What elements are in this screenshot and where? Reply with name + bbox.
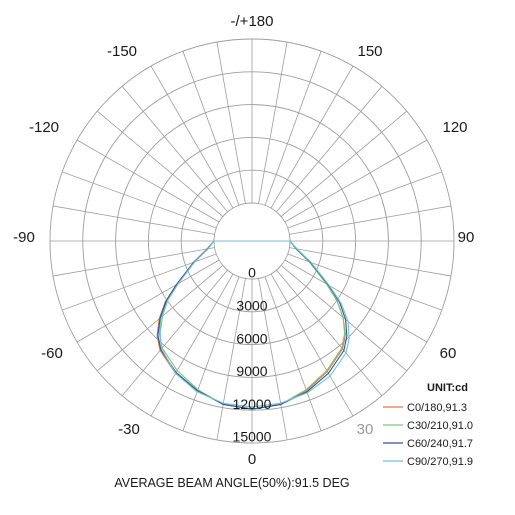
spoke-line — [121, 86, 228, 213]
intensity-curves — [156, 240, 350, 410]
radial-tick-label: 3000 — [236, 298, 267, 314]
spoke-line — [97, 110, 224, 217]
angle-label: 90 — [458, 229, 475, 246]
angle-label: -90 — [13, 229, 35, 246]
grid-ring — [82, 71, 422, 411]
spoke-line — [216, 41, 246, 204]
spoke-line — [287, 253, 442, 311]
grid-ring — [49, 38, 455, 444]
spoke-line — [276, 86, 383, 213]
spoke-line — [270, 273, 354, 417]
angle-label: -120 — [29, 119, 59, 136]
spoke-line — [62, 253, 217, 311]
series-curve — [159, 240, 350, 408]
radial-labels: 0 3000 6000 9000 12000 15000 — [233, 265, 272, 445]
legend-label: C90/270,91.9 — [407, 456, 473, 468]
spoke-line — [289, 247, 452, 277]
spoke-line — [289, 205, 452, 235]
grid-ring — [180, 169, 324, 313]
spoke-line — [280, 265, 407, 372]
spoke-line — [264, 276, 322, 431]
spoke-line — [52, 247, 215, 277]
spoke-line — [62, 171, 217, 229]
spoke-line — [182, 51, 240, 206]
spoke-line — [76, 139, 220, 223]
spoke-line — [287, 171, 442, 229]
spoke-line — [270, 65, 354, 209]
angle-label: 30 — [357, 421, 374, 438]
angle-label: 120 — [442, 119, 467, 136]
legend-label: C60/240,91.7 — [407, 438, 473, 450]
grid-ring — [115, 104, 389, 378]
spoke-line — [52, 205, 215, 235]
radial-tick-label: 6000 — [236, 330, 267, 346]
spoke-line — [258, 41, 288, 204]
spoke-line — [276, 269, 383, 396]
grid-ring — [147, 136, 357, 346]
spoke-line — [258, 278, 288, 441]
spoke-line — [284, 139, 428, 223]
angle-label: 60 — [440, 345, 457, 362]
angle-label: -/+180 — [231, 13, 274, 30]
legend-label: C30/210,91.0 — [407, 420, 473, 432]
polar-grid — [49, 38, 455, 444]
spoke-line — [216, 278, 246, 441]
spoke-line — [182, 276, 240, 431]
legend-label: C0/180,91.3 — [407, 402, 467, 414]
beam-angle-caption: AVERAGE BEAM ANGLE(50%):91.5 DEG — [114, 476, 349, 490]
angle-label: -150 — [107, 43, 137, 60]
radial-tick-label: 9000 — [236, 363, 267, 379]
radial-tick-label: 15000 — [233, 429, 272, 445]
spoke-line — [150, 273, 234, 417]
spoke-line — [264, 51, 322, 206]
spoke-line — [121, 269, 228, 396]
spoke-line — [284, 259, 428, 343]
unit-label: UNIT:cd — [427, 382, 468, 394]
angle-label: -30 — [118, 421, 140, 438]
angle-labels: -/+180 -150 150 -120 120 -90 90 -60 60 -30 30 0 — [13, 13, 474, 468]
angle-label: 0 — [248, 451, 256, 468]
radial-tick-label: 12000 — [233, 396, 272, 412]
spoke-line — [150, 65, 234, 209]
legend: C0/180,91.3 C30/210,91.0 C60/240,91.7 C90/2… — [383, 402, 473, 468]
spoke-line — [76, 259, 220, 343]
radial-tick-label: 0 — [248, 265, 256, 281]
angle-label: 150 — [357, 43, 382, 60]
angle-label: -60 — [41, 345, 63, 362]
spoke-line — [280, 110, 407, 217]
